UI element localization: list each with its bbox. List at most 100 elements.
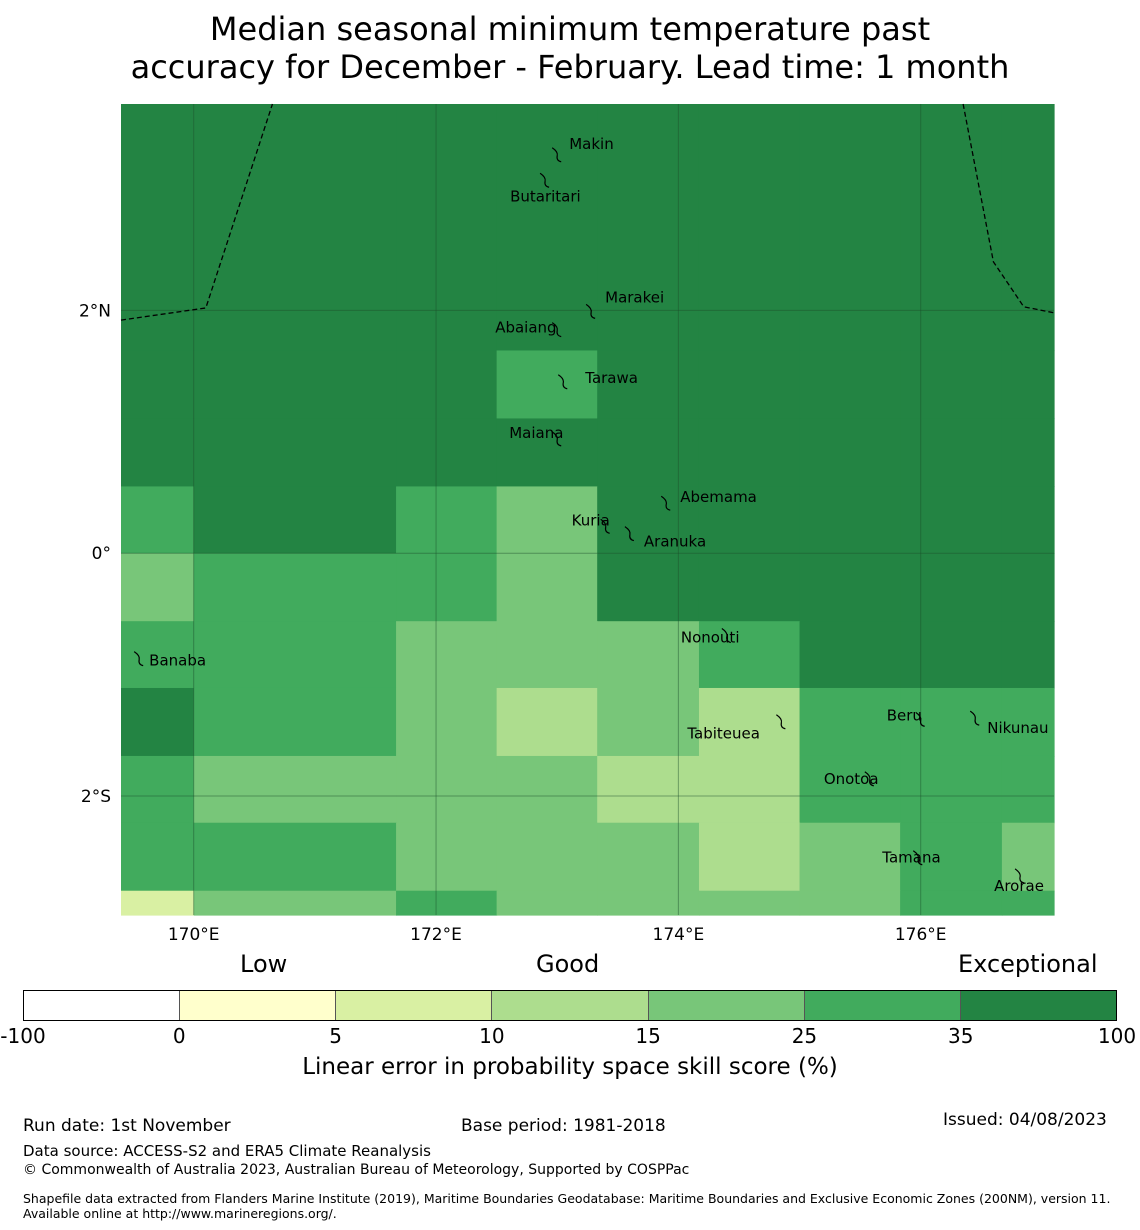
grid-cell [1001,621,1055,689]
grid-cell [698,687,801,757]
title-line-2: accuracy for December - February. Lead t… [130,48,1010,86]
grid-cell [496,553,598,622]
island-label: Nonouti [681,629,740,647]
grid-cell [396,890,498,916]
grid-cell [193,104,397,352]
grid-cell [900,104,1003,352]
eez-boundary-line [962,103,1055,314]
grid-cell [396,486,498,554]
island-outline [1014,868,1025,884]
colorbar-segment [336,991,493,1020]
grid-cell [193,418,397,488]
grid-cell [396,621,498,689]
grid-cell [121,418,195,488]
grid-cell [193,486,397,554]
grid-cell [900,755,1003,824]
grid-cell [597,621,700,689]
island-outline [776,714,786,730]
legend-label-good: Good [536,950,600,978]
island-label: Butaritari [510,187,581,205]
run-date: Run date: 1st November [23,1116,231,1136]
colorbar-tick-label: 25 [791,1024,818,1048]
island-label: Banaba [149,652,206,670]
grid-cell [900,350,1003,420]
lon-tick-label: 172°E [410,925,462,945]
grid-cell [799,104,901,352]
island-outline [539,172,550,188]
grid-cell [597,553,700,622]
colorbar-tick-label: 5 [329,1024,342,1048]
grid-cell [698,486,801,554]
issued-date: Issued: 04/08/2023 [943,1110,1107,1130]
title-line-1: Median seasonal minimum temperature past [209,10,931,48]
grid-cell [900,486,1003,554]
island-layer: Makin Butaritari Marakei Abaiang Tarawa Maian… [133,135,1049,895]
grid-cell [496,350,598,420]
grid-cell [193,553,397,622]
grid-cell [799,822,901,892]
grid-cell [597,418,700,488]
grid-cell [496,822,598,892]
island-outline [551,322,562,338]
grid-cell [1001,104,1055,352]
lon-tick-label: 174°E [653,925,705,945]
island-outline [557,374,568,390]
grid-cell [121,687,195,757]
lon-tick-label: 176°E [895,925,947,945]
island-label: Arorae [994,877,1044,895]
grid-cell [1001,755,1055,824]
grid-cell [396,687,498,757]
lon-tick-label: 170°E [168,925,220,945]
grid-cell [121,890,195,916]
colorbar-tick-label: 100 [1097,1024,1137,1048]
grid-cell [799,687,901,757]
grid-cell [597,822,700,892]
grid-cell [121,486,195,554]
colorbar-tick-label: 0 [172,1024,186,1048]
copyright: © Commonwealth of Australia 2023, Austra… [23,1162,690,1178]
grid-cell [396,822,498,892]
grid-cell [597,104,700,352]
grid-cell [1001,418,1055,488]
grid-cell [799,755,901,824]
island-outline [600,518,610,534]
map-axes: 170°E 172°E 174°E 176°E 2°N 0° 2°S [79,301,947,945]
grid-cell [698,350,801,420]
island-label: Nikunau [987,719,1048,737]
grid-cell [1001,350,1055,420]
grid-cell [121,621,195,689]
eez-boundary-line [120,103,274,321]
grid-cell [1001,890,1055,916]
grid-cell [900,822,1003,892]
grid-cell [396,418,498,488]
grid-cell [597,486,700,554]
graticule [121,104,1054,915]
grid-cell [193,621,397,689]
grid-cell [396,755,498,824]
grid-cell [799,486,901,554]
grid-cell [121,350,195,420]
grid-cell [597,890,700,916]
grid-cell [900,418,1003,488]
grid-cell [1001,553,1055,622]
grid-cell [698,890,801,916]
grid-cell [121,553,195,622]
island-outline [721,628,731,644]
skill-grid [121,104,1055,916]
island-outline [551,431,562,447]
lat-tick-label: 2°N [79,301,111,321]
grid-cell [799,350,901,420]
grid-cell [193,687,397,757]
island-outline [969,710,980,726]
colorbar-segment [960,991,1116,1020]
grid-cell [799,553,901,622]
colorbar-segment [492,991,649,1020]
colorbar-segment [24,991,181,1020]
island-outline [864,771,874,787]
grid-cell [698,822,801,892]
grid-cell [698,755,801,824]
colorbar-tick-label: 10 [479,1024,505,1048]
colorbar [23,990,1117,1021]
colorbar-tick-label: 35 [947,1024,974,1048]
island-outline [660,495,671,511]
